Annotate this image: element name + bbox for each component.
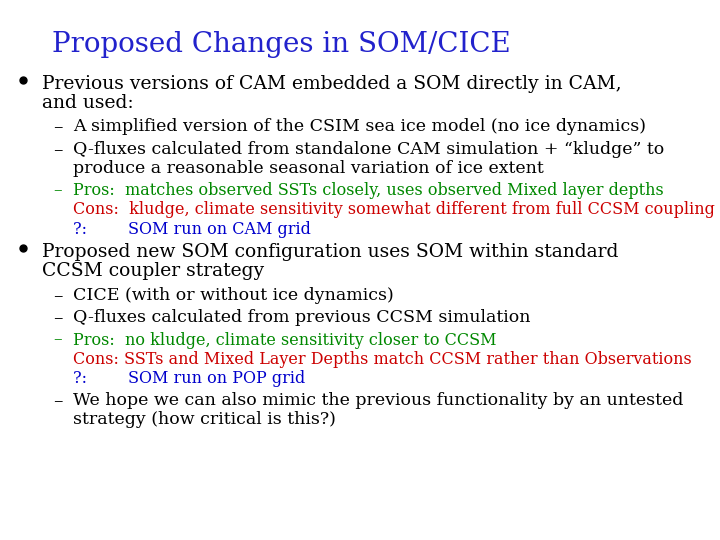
Text: Pros:  matches observed SSTs closely, uses observed Mixed layer depths: Pros: matches observed SSTs closely, use… (73, 182, 664, 199)
Text: –: – (53, 140, 63, 159)
Text: Proposed new SOM configuration uses SOM within standard: Proposed new SOM configuration uses SOM … (42, 243, 618, 261)
Text: Cons:  kludge, climate sensitivity somewhat different from full CCSM coupling: Cons: kludge, climate sensitivity somewh… (73, 201, 715, 218)
Text: –: – (53, 182, 62, 199)
Text: Q-fluxes calculated from standalone CAM simulation + “kludge” to: Q-fluxes calculated from standalone CAM … (73, 140, 665, 158)
Text: CCSM coupler strategy: CCSM coupler strategy (42, 262, 264, 280)
Text: and used:: and used: (42, 94, 134, 112)
Text: –: – (53, 392, 63, 410)
Text: –: – (53, 309, 63, 327)
Text: Cons: SSTs and Mixed Layer Depths match CCSM rather than Observations: Cons: SSTs and Mixed Layer Depths match … (73, 350, 692, 368)
Text: ?:        SOM run on CAM grid: ?: SOM run on CAM grid (73, 220, 311, 238)
Text: Proposed Changes in SOM/CICE: Proposed Changes in SOM/CICE (53, 31, 511, 58)
Text: CICE (with or without ice dynamics): CICE (with or without ice dynamics) (73, 287, 394, 303)
Text: Pros:  no kludge, climate sensitivity closer to CCSM: Pros: no kludge, climate sensitivity clo… (73, 332, 497, 348)
Text: We hope we can also mimic the previous functionality by an untested: We hope we can also mimic the previous f… (73, 392, 684, 409)
Text: Q-fluxes calculated from previous CCSM simulation: Q-fluxes calculated from previous CCSM s… (73, 309, 531, 326)
Text: produce a reasonable seasonal variation of ice extent: produce a reasonable seasonal variation … (73, 160, 544, 177)
Text: –: – (53, 287, 63, 305)
Text: A simplified version of the CSIM sea ice model (no ice dynamics): A simplified version of the CSIM sea ice… (73, 118, 647, 135)
Text: –: – (53, 332, 62, 348)
Text: strategy (how critical is this?): strategy (how critical is this?) (73, 411, 336, 428)
Text: –: – (53, 118, 63, 136)
Text: Previous versions of CAM embedded a SOM directly in CAM,: Previous versions of CAM embedded a SOM … (42, 75, 622, 92)
Text: ?:        SOM run on POP grid: ?: SOM run on POP grid (73, 370, 305, 387)
